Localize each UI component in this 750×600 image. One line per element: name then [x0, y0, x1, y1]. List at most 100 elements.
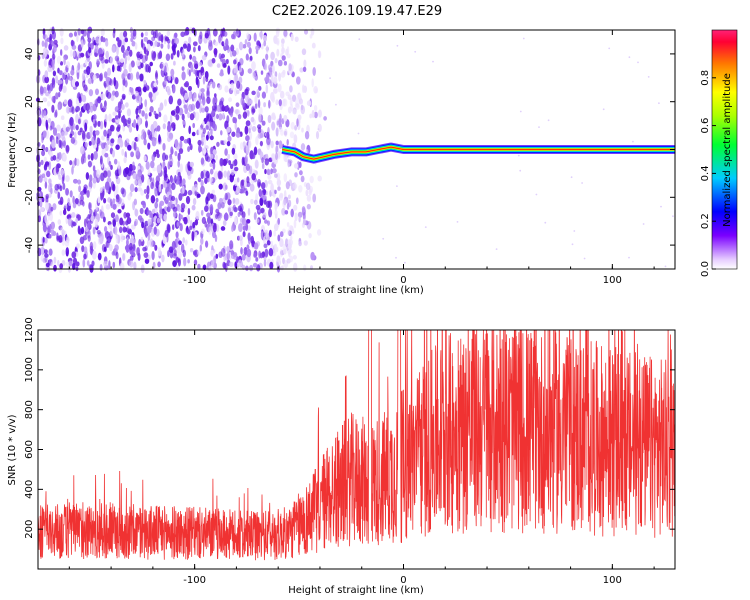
x-tick-label: 0 [400, 575, 406, 586]
noise-speckle [101, 135, 105, 141]
noise-speckle [83, 84, 88, 92]
noise-speckle [82, 29, 87, 37]
colorbar-tick-label: 0.6 [700, 118, 711, 134]
noise-speckle [110, 212, 116, 219]
noise-speckle [303, 59, 307, 68]
noise-speckle [109, 56, 114, 65]
noise-speckle [43, 177, 48, 183]
noise-speckle [269, 261, 274, 270]
y-tick-label: 40 [24, 48, 35, 61]
y-tick-label: 800 [24, 400, 35, 419]
noise-speckle [96, 137, 100, 147]
faint-speck [583, 257, 586, 260]
faint-speck [642, 223, 645, 225]
noise-speckle [99, 155, 103, 165]
noise-speckle [45, 262, 50, 268]
noise-speckle [187, 189, 193, 196]
noise-speckle [192, 250, 197, 256]
noise-speckle [251, 108, 256, 113]
noise-speckle [173, 60, 176, 66]
noise-speckle [150, 160, 155, 169]
noise-speckle [143, 155, 147, 162]
noise-speckle [192, 197, 197, 206]
noise-speckle [94, 44, 99, 54]
noise-speckle [132, 248, 136, 254]
chart-title: C2E2.2026.109.19.47.E29 [272, 4, 442, 19]
noise-speckle [315, 131, 320, 140]
noise-speckle [197, 127, 203, 136]
noise-speckle [251, 61, 256, 71]
noise-speckle [82, 96, 87, 103]
noise-speckle [170, 110, 176, 116]
noise-speckle [219, 71, 224, 77]
noise-speckle [158, 134, 161, 143]
noise-speckle [73, 31, 78, 37]
noise-speckle [103, 260, 108, 267]
noise-speckle [222, 158, 228, 167]
noise-speckle [152, 31, 157, 39]
noise-speckle [312, 67, 316, 76]
noise-speckle [112, 64, 115, 73]
noise-speckle [152, 120, 158, 130]
noise-speckle [212, 223, 217, 233]
noise-speckle [226, 251, 230, 261]
noise-speckle [174, 174, 177, 184]
noise-speckle [140, 62, 144, 69]
noise-speckle [74, 261, 79, 267]
noise-speckle [209, 203, 214, 213]
noise-speckle [135, 71, 140, 80]
noise-speckle [201, 54, 207, 61]
noise-speckle [59, 185, 63, 192]
noise-speckle [273, 76, 278, 85]
noise-speckle [265, 44, 269, 54]
noise-speckle [301, 48, 307, 56]
noise-speckle [43, 249, 48, 254]
noise-speckle [99, 264, 103, 271]
noise-speckle [261, 163, 265, 170]
noise-speckle [140, 200, 146, 206]
noise-speckle [233, 59, 237, 65]
noise-speckle [189, 54, 192, 60]
noise-speckle [176, 49, 180, 58]
noise-speckle [115, 234, 119, 244]
noise-speckle [126, 217, 132, 225]
noise-speckle [225, 58, 229, 65]
noise-speckle [168, 156, 174, 166]
noise-speckle [127, 45, 131, 52]
noise-speckle [223, 139, 228, 145]
noise-speckle [51, 77, 56, 85]
noise-speckle [251, 173, 256, 181]
noise-speckle [244, 38, 248, 45]
noise-speckle [156, 153, 160, 159]
noise-speckle [123, 211, 127, 219]
noise-speckle [197, 139, 202, 146]
noise-speckle [51, 53, 56, 60]
noise-speckle [103, 170, 108, 178]
noise-speckle [88, 202, 91, 210]
noise-speckle [218, 113, 223, 121]
noise-speckle [100, 93, 106, 100]
noise-speckle [143, 138, 147, 146]
noise-speckle [318, 51, 322, 59]
noise-speckle [202, 127, 207, 134]
noise-speckle [265, 73, 270, 84]
noise-speckle [170, 122, 176, 129]
noise-speckle [154, 113, 159, 120]
noise-speckle [228, 97, 233, 103]
noise-speckle [49, 33, 53, 41]
noise-speckle [154, 244, 158, 251]
noise-speckle [92, 177, 97, 184]
noise-speckle [259, 252, 264, 259]
y-tick-label: 0 [24, 146, 35, 152]
noise-speckle [163, 114, 168, 123]
noise-speckle [52, 70, 57, 77]
noise-speckle [94, 218, 99, 228]
noise-speckle [143, 86, 147, 93]
noise-speckle [242, 111, 248, 119]
noise-speckle [264, 169, 267, 175]
noise-speckle [50, 261, 55, 268]
noise-speckle [253, 199, 258, 205]
noise-speckle [227, 65, 231, 75]
noise-speckle [133, 179, 138, 186]
noise-speckle [80, 64, 84, 70]
